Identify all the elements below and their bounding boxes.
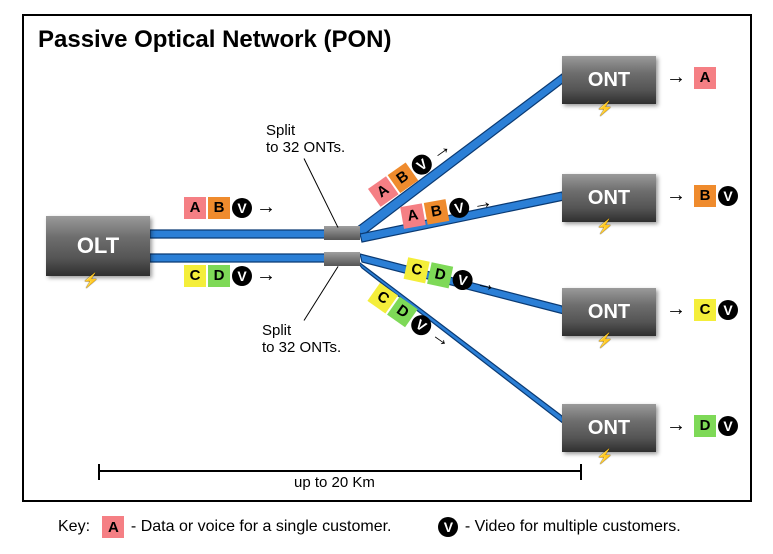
data-tag-a: A bbox=[184, 197, 206, 219]
data-tag-c: C bbox=[694, 299, 716, 321]
key-text-2: - Video for multiple customers. bbox=[465, 518, 681, 535]
data-tag-d: D bbox=[694, 415, 716, 437]
split-caption-line: Split bbox=[266, 122, 295, 139]
key-text-1: - Data or voice for a single customer. bbox=[131, 518, 392, 535]
data-tag-d: D bbox=[427, 262, 453, 288]
data-tag-v: V bbox=[718, 416, 738, 436]
scale-label: up to 20 Km bbox=[294, 474, 375, 491]
data-tag-v: V bbox=[718, 300, 738, 320]
split-caption-line: to 32 ONTs. bbox=[266, 139, 345, 156]
data-tag-b: B bbox=[208, 197, 230, 219]
bolt-icon: ⚡ bbox=[596, 448, 613, 465]
legend-key: Key: A - Data or voice for a single cust… bbox=[58, 516, 681, 538]
scale-bar bbox=[98, 470, 582, 472]
arrow-icon: → bbox=[666, 66, 686, 89]
ont-node-1: ONT bbox=[562, 56, 656, 104]
splitter-bottom bbox=[324, 252, 360, 266]
olt-label: OLT bbox=[77, 233, 119, 259]
split-caption-line: to 32 ONTs. bbox=[262, 339, 341, 356]
bolt-icon: ⚡ bbox=[596, 218, 613, 235]
label-row-top_olt: ABV→ bbox=[184, 196, 278, 219]
arrow-icon: → bbox=[666, 414, 686, 437]
key-tag-a: A bbox=[102, 516, 124, 538]
key-tag-v: V bbox=[438, 517, 458, 537]
label-row-out4: → DV bbox=[664, 414, 740, 437]
data-tag-a: A bbox=[400, 203, 425, 228]
ont-label: ONT bbox=[588, 301, 630, 324]
ont-label: ONT bbox=[588, 69, 630, 92]
label-row-out2: → BV bbox=[664, 184, 740, 207]
label-row-bot_olt: CDV→ bbox=[184, 264, 278, 287]
split-caption-line: Split bbox=[262, 322, 291, 339]
arrow-icon: → bbox=[256, 264, 276, 287]
data-tag-v: V bbox=[448, 196, 471, 219]
data-tag-a: A bbox=[694, 67, 716, 89]
data-tag-v: V bbox=[232, 266, 252, 286]
ont-node-2: ONT bbox=[562, 174, 656, 222]
splitter-top bbox=[324, 226, 360, 240]
ont-label: ONT bbox=[588, 417, 630, 440]
data-tag-c: C bbox=[404, 257, 430, 283]
ont-label: ONT bbox=[588, 187, 630, 210]
bolt-icon: ⚡ bbox=[82, 272, 99, 289]
data-tag-d: D bbox=[208, 265, 230, 287]
label-row-out3: → CV bbox=[664, 298, 740, 321]
data-tag-v: V bbox=[232, 198, 252, 218]
diagram-frame: Passive Optical Network (PON) OLT ⚡ ONT … bbox=[22, 14, 752, 502]
key-prefix: Key: bbox=[58, 518, 90, 535]
arrow-icon: → bbox=[471, 190, 495, 216]
data-tag-b: B bbox=[424, 199, 449, 224]
arrow-icon: → bbox=[256, 196, 276, 219]
data-tag-v: V bbox=[718, 186, 738, 206]
bolt-icon: ⚡ bbox=[596, 100, 613, 117]
arrow-icon: → bbox=[666, 298, 686, 321]
data-tag-v: V bbox=[451, 268, 475, 292]
label-row-out1: →A bbox=[664, 66, 718, 89]
arrow-icon: → bbox=[474, 271, 498, 298]
ont-node-3: ONT bbox=[562, 288, 656, 336]
ont-node-4: ONT bbox=[562, 404, 656, 452]
bolt-icon: ⚡ bbox=[596, 332, 613, 349]
olt-node: OLT bbox=[46, 216, 150, 276]
data-tag-b: B bbox=[694, 185, 716, 207]
split-caption-bottom: Split to 32 ONTs. bbox=[262, 322, 341, 356]
data-tag-c: C bbox=[184, 265, 206, 287]
split-caption-top: Split to 32 ONTs. bbox=[266, 122, 345, 156]
arrow-icon: → bbox=[666, 184, 686, 207]
